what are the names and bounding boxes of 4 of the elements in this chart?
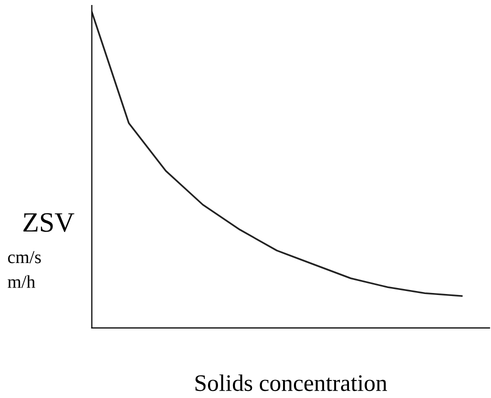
y-axis-title: ZSV <box>23 213 74 232</box>
text: m/h <box>8 275 36 288</box>
x-axis-title: Solids concentration <box>196 374 388 392</box>
text: cm/s <box>8 251 41 264</box>
